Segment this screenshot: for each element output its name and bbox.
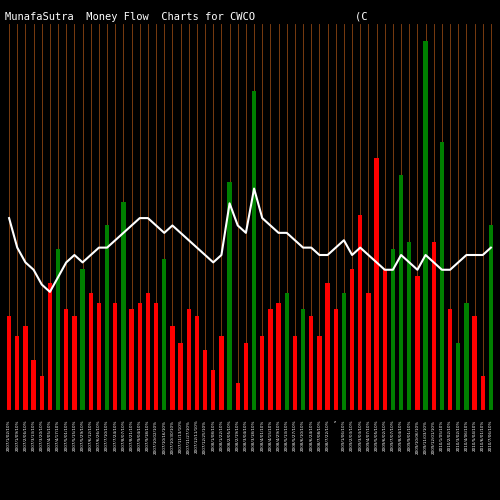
Bar: [252, 92, 256, 410]
Bar: [56, 249, 60, 410]
Bar: [488, 226, 493, 410]
Bar: [130, 310, 134, 410]
Bar: [113, 302, 117, 410]
Bar: [260, 336, 264, 410]
Bar: [138, 302, 142, 410]
Bar: [7, 316, 12, 410]
Bar: [399, 175, 404, 410]
Bar: [48, 282, 52, 410]
Bar: [146, 292, 150, 410]
Bar: [334, 310, 338, 410]
Bar: [162, 259, 166, 410]
Bar: [480, 376, 485, 410]
Bar: [178, 343, 183, 410]
Bar: [72, 316, 76, 410]
Bar: [464, 302, 468, 410]
Bar: [350, 269, 354, 410]
Bar: [219, 336, 224, 410]
Bar: [317, 336, 322, 410]
Bar: [407, 242, 412, 410]
Bar: [105, 226, 110, 410]
Bar: [440, 142, 444, 410]
Text: MunafaSutra  Money Flow  Charts for CWCO                (C                      : MunafaSutra Money Flow Charts for CWCO (…: [5, 12, 500, 22]
Bar: [432, 242, 436, 410]
Bar: [96, 302, 101, 410]
Bar: [228, 182, 232, 410]
Bar: [415, 276, 420, 410]
Bar: [382, 269, 387, 410]
Bar: [170, 326, 174, 410]
Bar: [236, 383, 240, 410]
Bar: [268, 310, 272, 410]
Bar: [40, 376, 44, 410]
Bar: [326, 282, 330, 410]
Bar: [80, 269, 85, 410]
Bar: [456, 343, 460, 410]
Bar: [186, 310, 191, 410]
Bar: [211, 370, 216, 410]
Bar: [472, 316, 477, 410]
Bar: [88, 292, 93, 410]
Bar: [244, 343, 248, 410]
Bar: [276, 302, 281, 410]
Bar: [203, 350, 207, 410]
Bar: [292, 336, 297, 410]
Bar: [194, 316, 199, 410]
Bar: [32, 360, 36, 410]
Bar: [374, 158, 379, 410]
Bar: [390, 249, 395, 410]
Bar: [448, 310, 452, 410]
Bar: [284, 292, 289, 410]
Bar: [301, 310, 306, 410]
Bar: [366, 292, 370, 410]
Bar: [154, 302, 158, 410]
Bar: [121, 202, 126, 410]
Bar: [309, 316, 314, 410]
Bar: [424, 41, 428, 410]
Bar: [15, 336, 20, 410]
Bar: [64, 310, 68, 410]
Bar: [358, 216, 362, 410]
Bar: [342, 292, 346, 410]
Bar: [23, 326, 28, 410]
